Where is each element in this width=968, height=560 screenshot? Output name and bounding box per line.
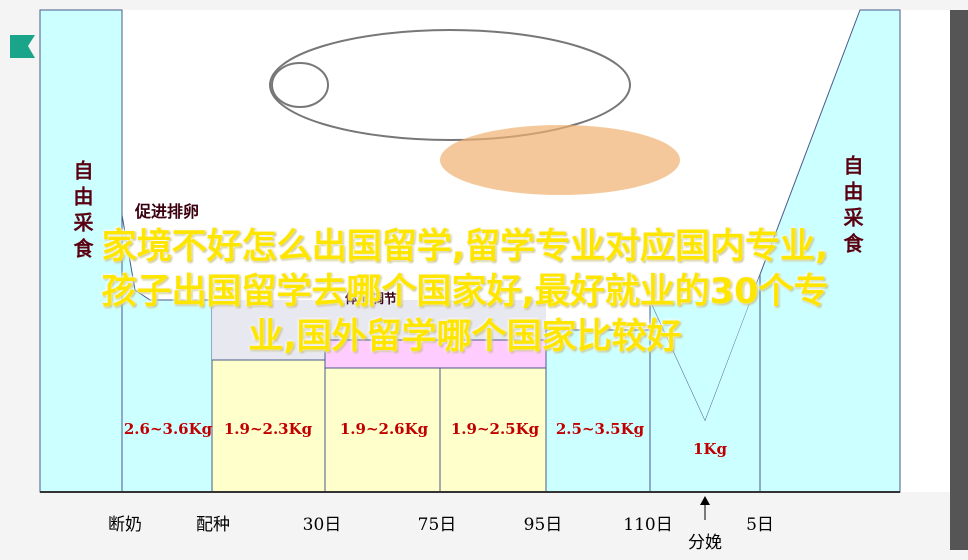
- stage-label: 促进排卵: [135, 202, 200, 221]
- timeline-label: 75日: [417, 515, 457, 535]
- feed-amount: 2.5~3.5Kg: [555, 420, 645, 438]
- feed-amount: 1.9~2.5Kg: [450, 420, 540, 438]
- arrow-head: [700, 496, 710, 505]
- stage-box: [324, 367, 441, 493]
- timeline-label: 95日: [523, 515, 563, 535]
- overlay-text: 业,国外留学哪个国家比较好: [248, 317, 682, 357]
- stage-box: [439, 367, 547, 493]
- timeline-label: 断奶: [108, 515, 142, 535]
- timeline-label: 110日: [623, 515, 673, 535]
- edge-strip: [950, 10, 968, 550]
- dip: [650, 275, 760, 420]
- flag-icon: [10, 35, 35, 58]
- side-label: 自由采食: [840, 155, 864, 259]
- late-region: [545, 329, 651, 493]
- pig-sketch: [269, 29, 631, 141]
- stage-box: [211, 359, 326, 493]
- feed-amount: 1Kg: [693, 440, 727, 458]
- stage-label: 体形调节: [345, 292, 398, 307]
- overlay-text: 家境不好怎么出国留学,留学专业对应国内专业,: [101, 227, 829, 267]
- pig-head: [271, 62, 329, 108]
- timeline-label: 5日: [746, 515, 774, 535]
- feed-amount: 1.9~2.3Kg: [223, 420, 313, 438]
- piglets: [440, 125, 680, 195]
- farrowing-label: 分娩: [688, 533, 722, 553]
- overlay-text: 孩子出国留学去哪个国家好,最好就业的30个专: [101, 272, 829, 312]
- timeline-label: 配种: [196, 515, 230, 535]
- left-region: [39, 9, 123, 493]
- feed-amount: 2.6~3.6Kg: [123, 420, 213, 438]
- side-label: 自由采食: [70, 160, 94, 264]
- feed-amount: 1.9~2.6Kg: [339, 420, 429, 438]
- timeline-label: 30日: [302, 515, 342, 535]
